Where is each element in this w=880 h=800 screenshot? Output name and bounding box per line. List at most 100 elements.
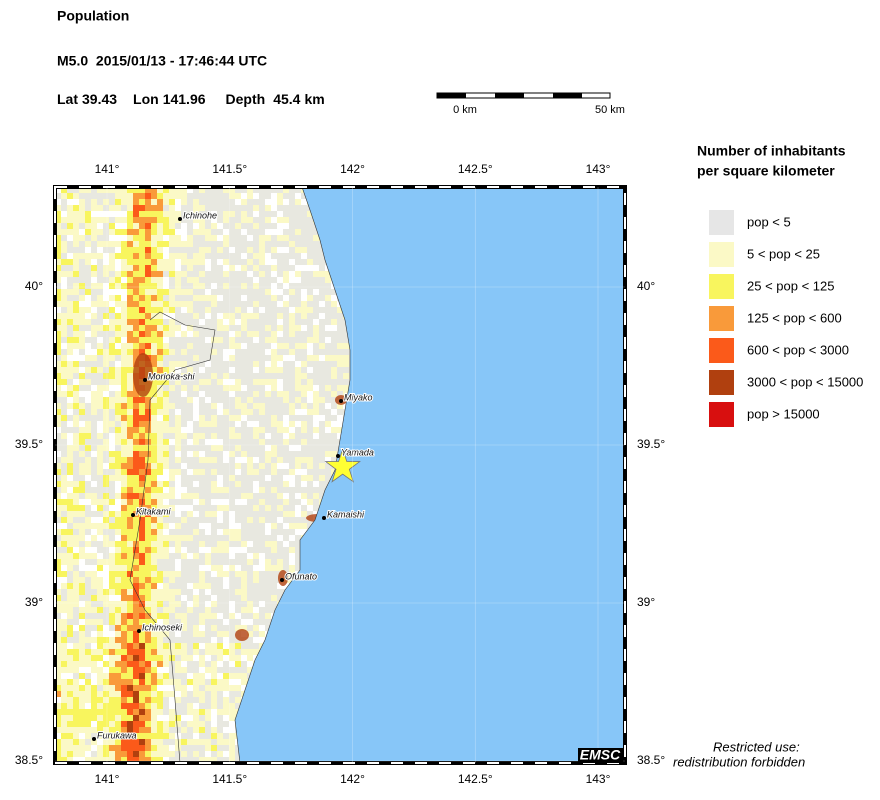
density-cell (61, 571, 67, 577)
density-cell (61, 709, 67, 715)
density-cell (169, 721, 175, 727)
density-cell (145, 301, 151, 307)
density-cell (169, 655, 175, 661)
density-cell (175, 451, 181, 457)
density-cell (127, 547, 133, 553)
density-cell (151, 301, 157, 307)
density-cell (133, 745, 139, 751)
density-cell (145, 349, 151, 355)
city-dot (143, 378, 147, 382)
density-cell (121, 751, 127, 757)
density-cell (127, 433, 133, 439)
density-cell (127, 613, 133, 619)
density-cell (307, 349, 313, 355)
density-cell (121, 523, 127, 529)
density-cell (157, 247, 163, 253)
density-cell (85, 391, 91, 397)
density-cell (79, 253, 85, 259)
density-cell (109, 277, 115, 283)
density-cell (199, 721, 205, 727)
density-cell (163, 673, 169, 679)
density-cell (151, 433, 157, 439)
density-cell (103, 283, 109, 289)
density-cell (169, 199, 175, 205)
density-cell (115, 439, 121, 445)
density-cell (109, 337, 115, 343)
density-cell (157, 355, 163, 361)
density-cell (223, 217, 229, 223)
density-cell (145, 229, 151, 235)
density-cell (73, 433, 79, 439)
density-cell (91, 565, 97, 571)
density-cell (79, 283, 85, 289)
density-cell (163, 475, 169, 481)
density-cell (169, 589, 175, 595)
density-cell (163, 307, 169, 313)
density-cell (97, 565, 103, 571)
density-cell (61, 475, 67, 481)
density-cell (181, 391, 187, 397)
density-cell (181, 613, 187, 619)
density-cell (115, 673, 121, 679)
density-cell (163, 259, 169, 265)
density-cell (145, 199, 151, 205)
density-cell (235, 625, 241, 631)
density-cell (55, 235, 61, 241)
density-cell (109, 511, 115, 517)
density-cell (115, 523, 121, 529)
density-cell (289, 403, 295, 409)
density-cell (73, 697, 79, 703)
density-cell (211, 235, 217, 241)
density-cell (211, 511, 217, 517)
density-cell (277, 277, 283, 283)
density-cell (163, 487, 169, 493)
density-cell (55, 289, 61, 295)
density-cell (97, 205, 103, 211)
density-cell (139, 343, 145, 349)
density-cell (121, 343, 127, 349)
density-cell (115, 733, 121, 739)
density-cell (109, 355, 115, 361)
density-cell (103, 697, 109, 703)
density-cell (73, 481, 79, 487)
density-cell (271, 541, 277, 547)
density-cell (199, 583, 205, 589)
density-cell (325, 385, 331, 391)
density-cell (139, 211, 145, 217)
density-cell (67, 757, 73, 763)
density-cell (79, 553, 85, 559)
density-cell (151, 427, 157, 433)
density-cell (145, 535, 151, 541)
density-cell (79, 487, 85, 493)
city-dot (322, 516, 326, 520)
density-cell (145, 727, 151, 733)
density-cell (223, 373, 229, 379)
density-cell (133, 337, 139, 343)
density-cell (67, 739, 73, 745)
density-cell (61, 229, 67, 235)
density-cell (301, 313, 307, 319)
density-cell (55, 391, 61, 397)
density-cell (319, 475, 325, 481)
density-cell (115, 511, 121, 517)
density-cell (211, 595, 217, 601)
density-cell (331, 451, 337, 457)
density-cell (133, 547, 139, 553)
density-cell (151, 733, 157, 739)
density-cell (295, 343, 301, 349)
density-cell (265, 505, 271, 511)
density-cell (67, 259, 73, 265)
density-cell (151, 397, 157, 403)
density-cell (73, 241, 79, 247)
density-cell (211, 421, 217, 427)
density-cell (229, 187, 235, 193)
density-cell (133, 205, 139, 211)
density-cell (139, 499, 145, 505)
density-cell (313, 289, 319, 295)
depth-label: Depth (226, 91, 266, 107)
density-cell (307, 385, 313, 391)
density-cell (169, 439, 175, 445)
density-cell (109, 631, 115, 637)
density-cell (127, 517, 133, 523)
lon-label: 141° (95, 162, 120, 176)
